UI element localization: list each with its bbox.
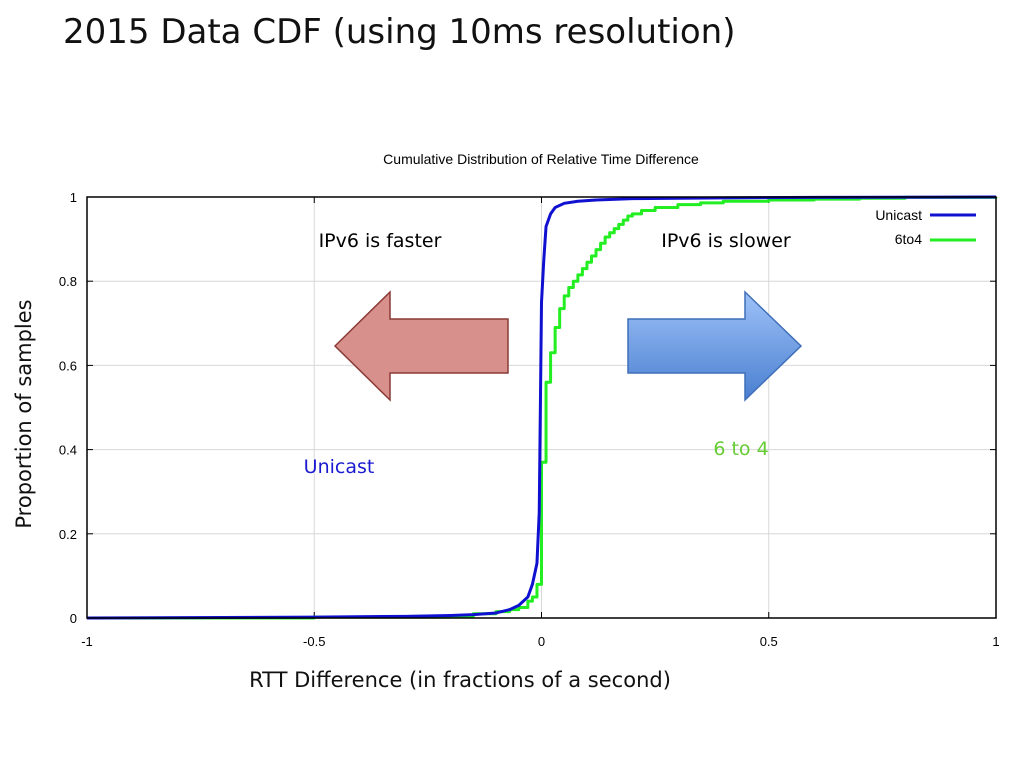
annotation-6to4: 6 to 4 [713, 438, 768, 460]
y-tick-label: 0.6 [59, 358, 77, 373]
y-tick-label: 0.2 [59, 527, 77, 542]
legend: Unicast 6to4 [875, 207, 976, 247]
chart-title: Cumulative Distribution of Relative Time… [383, 151, 699, 167]
series-layer [86, 195, 998, 620]
x-tick-label: 0.5 [760, 634, 778, 649]
legend-label-6to4: 6to4 [895, 231, 922, 247]
plot-frame [86, 196, 997, 619]
legend-label-unicast: Unicast [875, 207, 922, 223]
x-tick-label: -0.5 [303, 634, 325, 649]
y-tick-label: 0.4 [59, 443, 77, 458]
annotation-faster: IPv6 is faster [319, 230, 442, 252]
right-arrow [627, 290, 803, 402]
slide-title: 2015 Data CDF (using 10ms resolution) [63, 12, 736, 52]
x-tick-label: 1 [992, 634, 999, 649]
annotation-slower: IPv6 is slower [661, 230, 791, 252]
y-tick-label: 0.8 [59, 274, 77, 289]
y-axis-label: Proportion of samples [12, 299, 36, 529]
series-line-6to4 [87, 195, 998, 620]
y-tick-label: 1 [70, 190, 77, 205]
x-tick-label: 0 [538, 634, 545, 649]
left-arrow [333, 290, 509, 402]
x-axis-label: RTT Difference (in fractions of a second… [249, 668, 671, 692]
x-tick-label: -1 [81, 634, 93, 649]
tick-labels: -1 -0.5 0 0.5 1 0 0.2 0.4 0.6 0.8 1 [59, 190, 1000, 649]
y-tick-label: 0 [70, 611, 77, 626]
series-line-unicast [86, 195, 997, 620]
annotation-unicast: Unicast [304, 456, 375, 478]
